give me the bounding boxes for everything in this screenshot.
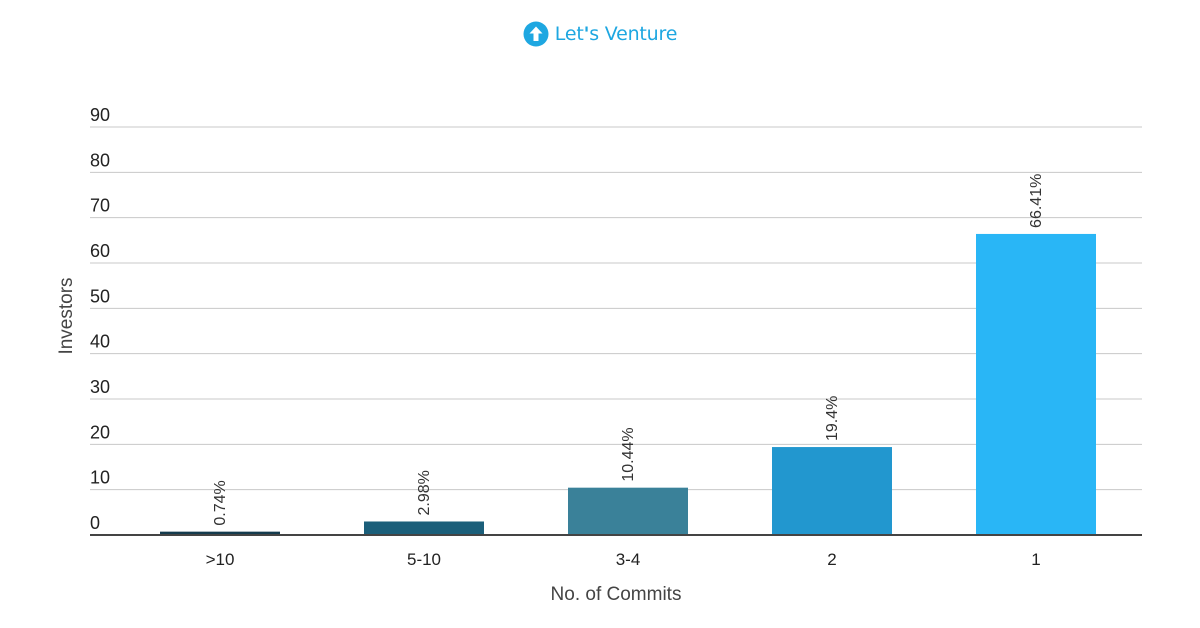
brand-logo: Let's Venture bbox=[0, 18, 1200, 50]
bar bbox=[364, 521, 484, 535]
y-tick-label: 30 bbox=[90, 377, 110, 397]
bar bbox=[976, 233, 1096, 535]
x-tick-label: 2 bbox=[827, 550, 836, 569]
arrow-up-circle-icon bbox=[523, 21, 549, 47]
y-tick-label: 50 bbox=[90, 286, 110, 306]
x-axis-title: No. of Commits bbox=[551, 584, 682, 605]
y-tick-label: 0 bbox=[90, 513, 100, 533]
y-tick-label: 60 bbox=[90, 241, 110, 261]
data-label: 2.98% bbox=[416, 470, 433, 515]
x-axis-categories: >10 5-10 3-4 2 1 bbox=[206, 550, 1041, 569]
y-tick-label: 80 bbox=[90, 150, 110, 170]
data-label: 10.44% bbox=[620, 427, 637, 481]
bars bbox=[160, 233, 1096, 535]
y-tick-label: 90 bbox=[90, 105, 110, 125]
data-label: 0.74% bbox=[212, 480, 229, 525]
data-label: 19.4% bbox=[824, 396, 841, 441]
y-tick-label: 70 bbox=[90, 196, 110, 216]
y-axis-ticks: 0 10 20 30 40 50 60 70 80 90 bbox=[90, 105, 110, 533]
gridlines bbox=[90, 126, 1142, 491]
y-tick-label: 10 bbox=[90, 468, 110, 488]
data-labels: 0.74% 2.98% 10.44% 19.4% 66.41% bbox=[212, 174, 1045, 526]
x-tick-label: 3-4 bbox=[616, 550, 641, 569]
x-tick-label: 5-10 bbox=[407, 550, 441, 569]
bar bbox=[568, 487, 688, 535]
y-tick-label: 40 bbox=[90, 332, 110, 352]
data-label: 66.41% bbox=[1028, 174, 1045, 228]
y-axis-title: Investors bbox=[56, 277, 77, 354]
x-tick-label: >10 bbox=[206, 550, 235, 569]
x-tick-label: 1 bbox=[1031, 550, 1040, 569]
bar bbox=[160, 531, 280, 535]
bar bbox=[772, 447, 892, 535]
y-tick-label: 20 bbox=[90, 422, 110, 442]
brand-name: Let's Venture bbox=[554, 23, 678, 45]
